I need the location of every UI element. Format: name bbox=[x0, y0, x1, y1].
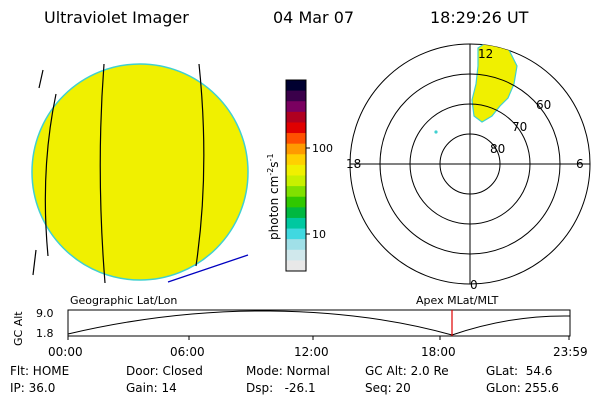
colorbar-frame bbox=[285, 79, 307, 272]
status-gain: Gain: 14 bbox=[126, 381, 177, 395]
altitude-curve bbox=[67, 310, 571, 336]
meridian-line bbox=[44, 93, 57, 257]
timeline-left-title: Geographic Lat/Lon bbox=[70, 294, 178, 307]
aurora-speck bbox=[434, 130, 438, 134]
status-glon: GLon: 255.6 bbox=[486, 381, 559, 395]
mlt-label-12: 12 bbox=[478, 47, 493, 61]
colorbar-tick-label: 10 bbox=[312, 228, 326, 241]
meridian-line bbox=[38, 69, 44, 89]
colorbar-band bbox=[286, 111, 306, 123]
polar-plot bbox=[349, 43, 591, 285]
status-gc-alt: GC Alt: 2.0 Re bbox=[365, 364, 449, 378]
colorbar-band bbox=[286, 133, 306, 145]
meridian-line bbox=[99, 63, 106, 284]
colorbar-band bbox=[286, 249, 306, 261]
colorbar-band bbox=[286, 207, 306, 219]
colorbar-band bbox=[286, 164, 306, 176]
auroral-oval bbox=[471, 44, 518, 123]
meridian-line bbox=[195, 63, 205, 267]
instrument-title: Ultraviolet Imager bbox=[44, 8, 189, 27]
colorbar-band bbox=[286, 90, 306, 102]
altitude-timeline bbox=[67, 309, 571, 340]
status-seq: Seq: 20 bbox=[365, 381, 411, 395]
timeline-axis-label: GC Alt bbox=[12, 311, 25, 346]
colorbar bbox=[286, 80, 306, 272]
colorbar-unit-label: photon cm-2s-1 bbox=[266, 153, 281, 240]
colorbar-band bbox=[286, 101, 306, 113]
colorbar-band bbox=[286, 228, 306, 240]
timeline-x-tick: 12:00 bbox=[294, 345, 329, 359]
timeline-frame bbox=[67, 309, 571, 337]
timeline-y-tick: 9.0 bbox=[36, 307, 54, 320]
image-date: 04 Mar 07 bbox=[273, 8, 355, 27]
timeline-x-tick: 00:00 bbox=[48, 345, 83, 359]
status-glat: GLat: 54.6 bbox=[486, 364, 553, 378]
colorbar-tick-label: 100 bbox=[312, 142, 333, 155]
mlt-label-0: 0 bbox=[470, 278, 478, 292]
status-ip: IP: 36.0 bbox=[10, 381, 56, 395]
colorbar-band bbox=[286, 122, 306, 134]
timeline-right-title: Apex MLat/MLT bbox=[416, 294, 499, 307]
colorbar-band bbox=[286, 143, 306, 155]
status-dsp: Dsp: -26.1 bbox=[246, 381, 316, 395]
meridian-line bbox=[32, 249, 37, 276]
timeline-y-tick: 1.8 bbox=[36, 327, 54, 340]
colorbar-band bbox=[286, 260, 306, 272]
lat-label-60: 60 bbox=[536, 98, 551, 112]
colorbar-band bbox=[286, 186, 306, 198]
mlt-label-18: 18 bbox=[346, 157, 361, 171]
colorbar-band bbox=[286, 80, 306, 92]
status-flight: Flt: HOME bbox=[10, 364, 70, 378]
status-door: Door: Closed bbox=[126, 364, 203, 378]
colorbar-band bbox=[286, 196, 306, 208]
earth-disk bbox=[31, 63, 249, 281]
timeline-x-tick: 23:59 bbox=[553, 345, 588, 359]
limb-line bbox=[167, 254, 249, 283]
geographic-image bbox=[31, 63, 249, 284]
timeline-x-tick: 06:00 bbox=[170, 345, 205, 359]
lat-label-70: 70 bbox=[512, 120, 527, 134]
timeline-x-tick: 18:00 bbox=[421, 345, 456, 359]
mlt-label-6: 6 bbox=[576, 157, 584, 171]
status-mode: Mode: Normal bbox=[246, 364, 330, 378]
colorbar-band bbox=[286, 239, 306, 251]
colorbar-band bbox=[286, 217, 306, 230]
colorbar-band bbox=[286, 154, 306, 166]
lat-label-80: 80 bbox=[490, 142, 505, 156]
image-time: 18:29:26 UT bbox=[430, 8, 529, 27]
colorbar-band bbox=[286, 175, 306, 187]
